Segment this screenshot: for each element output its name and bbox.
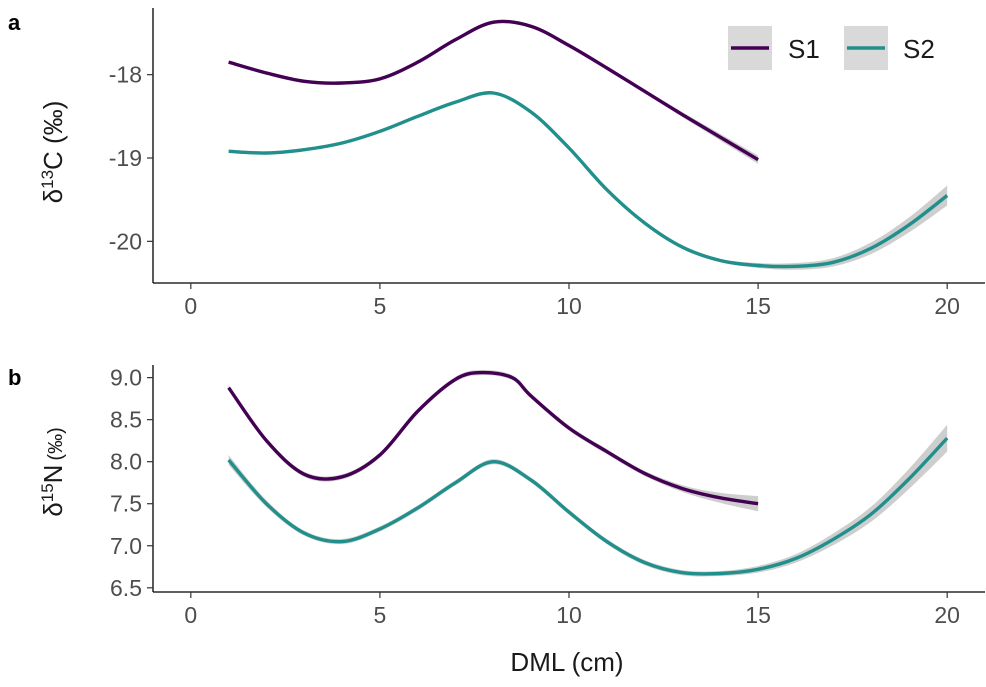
legend-label-s1: S1 (788, 34, 820, 64)
panel-b-x-tick-label: 10 (556, 602, 582, 628)
panel-a-confidence-bands (228, 19, 948, 270)
panel-b-y-tick-label: 6.5 (110, 575, 142, 601)
panel-a-x-tick-label: 5 (374, 293, 387, 319)
panel-a-label: a (8, 10, 21, 35)
panel-a-x-tick-label: 10 (556, 293, 582, 319)
panel-b: b δ15N(‰) 9.0 8.5 8.0 7.5 7.0 6.5 0 5 10 15 20 DML… (8, 365, 985, 677)
panel-b-y-tick-label: 9.0 (110, 365, 142, 391)
panel-b-line-s1 (227, 370, 759, 506)
panel-b-y-tick-label: 8.0 (110, 449, 142, 475)
panel-b-x-tick-label: 5 (374, 602, 387, 628)
panel-b-axes: 9.0 8.5 8.0 7.5 7.0 6.5 0 5 10 15 20 (110, 365, 985, 628)
panel-a: a δ13C (‰) -18 -19 -20 0 5 10 15 20 S1 S2 (8, 8, 985, 319)
legend: S1 S2 (728, 26, 935, 70)
panel-a-line-s2 (228, 91, 949, 269)
panel-b-y-tick-label: 7.0 (110, 533, 142, 559)
panel-b-y-tick-label: 8.5 (110, 407, 142, 433)
panel-a-axes: -18 -19 -20 0 5 10 15 20 (109, 8, 985, 319)
panel-a-y-tick-label: -20 (109, 228, 142, 254)
panel-b-band-s2 (228, 424, 948, 577)
panel-a-y-tick-label: -18 (109, 62, 142, 88)
panel-b-line-s2 (227, 436, 949, 576)
panel-b-label: b (8, 365, 21, 390)
panel-a-y-tick-label: -19 (109, 145, 142, 171)
panel-b-band-s1 (228, 370, 759, 512)
panel-b-confidence-bands (228, 370, 948, 577)
panel-a-x-tick-label: 20 (934, 293, 960, 319)
panel-b-x-tick-label: 20 (934, 602, 960, 628)
panel-b-x-tick-label: 15 (745, 602, 771, 628)
panel-a-line-s1 (228, 19, 759, 162)
panel-a-band-s2 (228, 91, 948, 270)
x-axis-title: DML (cm) (510, 647, 623, 677)
panel-a-x-tick-label: 15 (745, 293, 771, 319)
panel-b-x-tick-label: 0 (184, 602, 197, 628)
panel-b-series-lines (227, 370, 949, 576)
legend-label-s2: S2 (903, 34, 935, 64)
panel-b-ylabel: δ15N(‰) (38, 427, 69, 517)
panel-a-series-lines (228, 19, 949, 269)
panel-a-ylabel: δ13C (‰) (38, 101, 69, 204)
panel-a-x-tick-label: 0 (184, 293, 197, 319)
panel-b-y-tick-label: 7.5 (110, 491, 142, 517)
